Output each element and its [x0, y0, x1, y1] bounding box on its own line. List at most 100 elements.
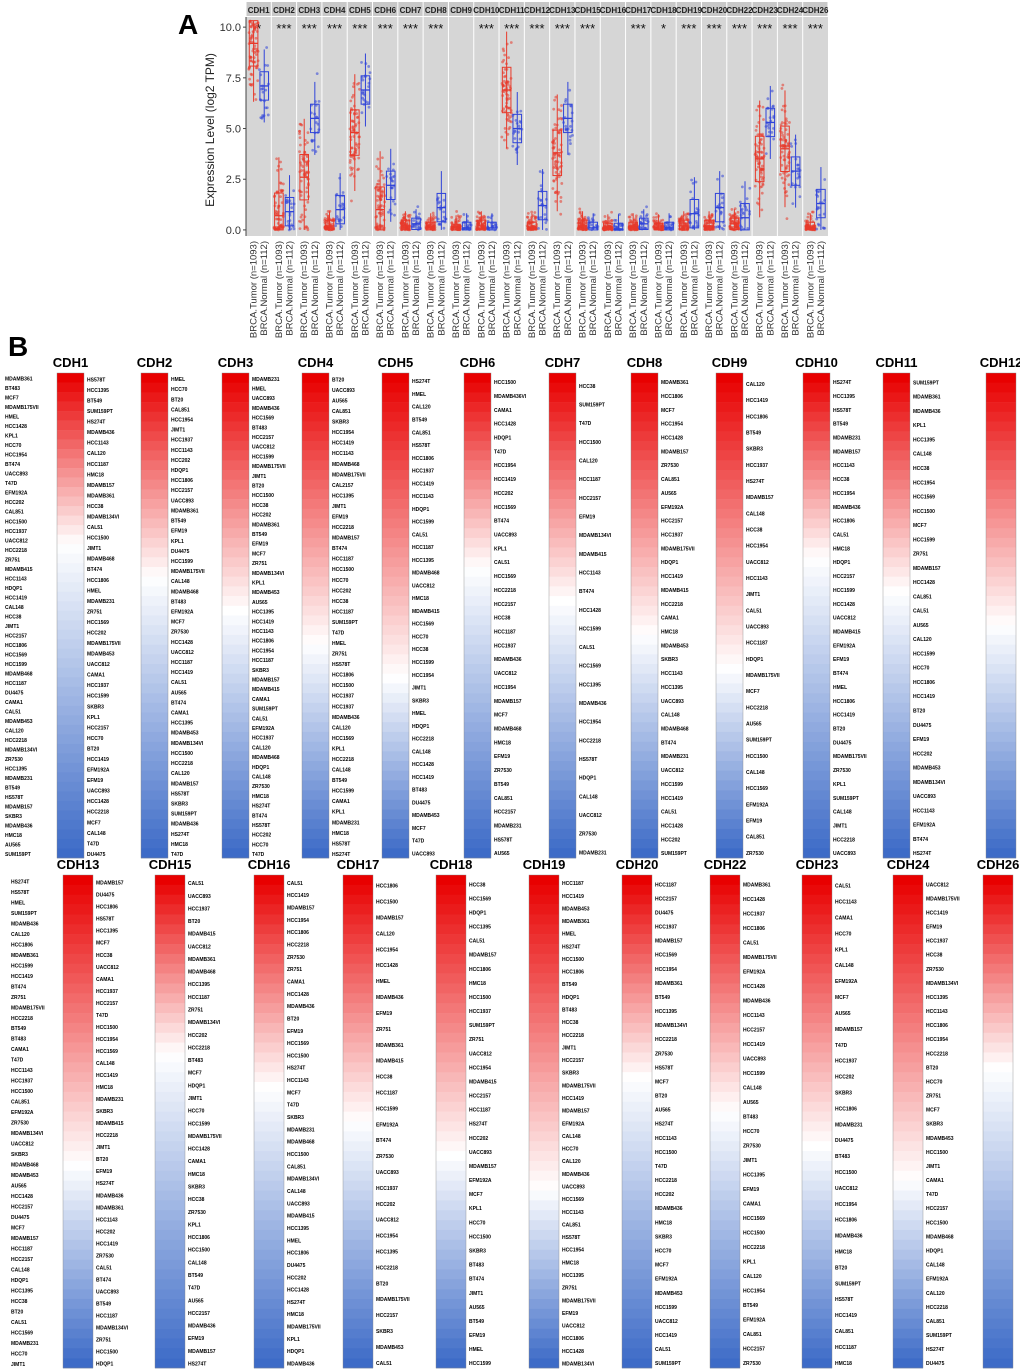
tumor-point	[502, 107, 506, 111]
heatmap-cell	[464, 683, 491, 694]
cell-line-label: AU565	[746, 721, 762, 727]
cell-line-label: UACC812	[96, 965, 119, 971]
heatmap-cell	[986, 518, 1016, 529]
heatmap-cell	[222, 431, 249, 442]
heatmap-cell	[57, 468, 84, 478]
cell-line-label: EFM192A	[913, 823, 936, 829]
tumor-point	[298, 143, 302, 147]
heatmap-cell	[222, 615, 249, 626]
tumor-label: BRCA.Tumor (n=1093)	[578, 241, 589, 338]
heatmap-cell	[155, 894, 185, 905]
tumor-point	[381, 213, 385, 216]
heatmap-cell	[464, 828, 491, 839]
heatmap-cell	[464, 702, 491, 713]
cell-line-label: MDAMB231	[579, 850, 607, 856]
heatmap-cell	[382, 421, 409, 432]
cell-line-label: HMC18	[412, 596, 429, 602]
heatmap-cell	[983, 1308, 1013, 1319]
tumor-point	[603, 215, 607, 218]
cell-line-label: MDAMB436	[494, 657, 522, 663]
heatmap-cell	[622, 1318, 652, 1329]
heatmap-cell	[716, 392, 743, 403]
tumor-point	[275, 157, 279, 161]
heatmap-cell	[893, 1249, 923, 1260]
cell-line-label: HCC2157	[96, 1001, 118, 1007]
heatmap-cell	[222, 373, 249, 383]
heatmap-cell	[63, 924, 93, 935]
heatmap-cell	[254, 934, 284, 945]
heatmap-cell	[155, 1328, 185, 1339]
tumor-point	[377, 179, 381, 183]
heatmap-cell	[631, 731, 658, 742]
cell-line-label: SKBR3	[171, 801, 188, 807]
cell-line-label: CAMA1	[252, 697, 270, 703]
heatmap-cell	[802, 1220, 832, 1231]
facet-strip-label: CDH4	[324, 6, 346, 15]
normal-point	[437, 201, 440, 205]
heatmap-cell	[222, 508, 249, 519]
cell-line-label: HCC1428	[579, 608, 601, 614]
cell-line-label: T47D	[252, 852, 265, 858]
cell-line-label: HCC1143	[833, 463, 855, 469]
heatmap-cell	[222, 673, 249, 684]
cell-line-label: CAMA1	[287, 979, 305, 985]
cell-line-label: KPL1	[332, 746, 345, 752]
heatmap-cell	[893, 1042, 923, 1053]
heatmap-cell	[141, 644, 168, 655]
heatmap-cell	[464, 605, 491, 616]
cell-line-label: MDAMB361	[743, 883, 771, 889]
heatmap-border	[892, 874, 924, 1369]
heatmap-cell	[222, 382, 249, 393]
heatmap-cell	[222, 731, 249, 742]
cell-line-label: HCC1954	[494, 463, 516, 469]
heatmap-cell	[802, 875, 832, 886]
tumor-box	[577, 219, 588, 231]
facet-strip-label: CDH15	[574, 6, 601, 15]
cell-line-label: BT549	[469, 1319, 484, 1325]
heatmap-cell	[155, 934, 185, 945]
cell-line-label: HCC38	[833, 477, 850, 483]
heatmap-cell	[622, 1072, 652, 1083]
heatmap-cell	[631, 460, 658, 471]
tumor-point	[628, 218, 632, 222]
cell-line-label: CAMA1	[835, 916, 853, 922]
cell-line-label: HCC1395	[188, 982, 210, 988]
heatmap-cell	[622, 1338, 652, 1349]
heatmap-cell	[382, 780, 409, 791]
heatmap-cell	[382, 431, 409, 442]
heatmap-cell	[529, 1358, 559, 1369]
cell-line-label: BT549	[833, 422, 848, 428]
heatmap-cell	[622, 1200, 652, 1211]
tumor-point	[279, 167, 283, 171]
heatmap-cell	[631, 382, 658, 393]
cell-line-label: HCC38	[469, 882, 486, 888]
cell-line-label: BT20	[87, 746, 99, 752]
heatmap-cdh13: CDH13HS274THS578THMELSUM159PTMDAMB436CAL…	[11, 857, 129, 1369]
heatmap-cell	[302, 576, 329, 587]
tumor-point	[483, 217, 486, 221]
heatmap-cell	[716, 586, 743, 597]
tumor-point	[754, 128, 758, 132]
heatmap-cell	[222, 596, 249, 607]
normal-point	[716, 177, 719, 181]
heatmap-cell	[622, 1111, 652, 1122]
heatmap-cell	[883, 770, 910, 781]
tumor-point	[380, 173, 384, 177]
normal-point	[789, 142, 793, 146]
heatmap-cell	[155, 1358, 185, 1369]
heatmap-cell	[57, 762, 84, 773]
heatmap-cell	[986, 751, 1016, 762]
cell-line-label: MDAMB415	[833, 630, 861, 636]
tumor-point	[350, 199, 353, 203]
normal-label: BRCA.Normal (n=112)	[639, 241, 650, 336]
heatmap-cell	[549, 848, 576, 859]
heatmap-cell	[222, 470, 249, 480]
heatmap-cell	[983, 953, 1013, 965]
cell-line-label: AU565	[661, 491, 677, 497]
tumor-point	[806, 215, 810, 219]
tumor-point	[554, 95, 558, 99]
cell-line-label: HCC1428	[913, 580, 935, 586]
heatmap-cell	[893, 1003, 923, 1014]
cell-line-label: HCC70	[562, 1147, 579, 1153]
